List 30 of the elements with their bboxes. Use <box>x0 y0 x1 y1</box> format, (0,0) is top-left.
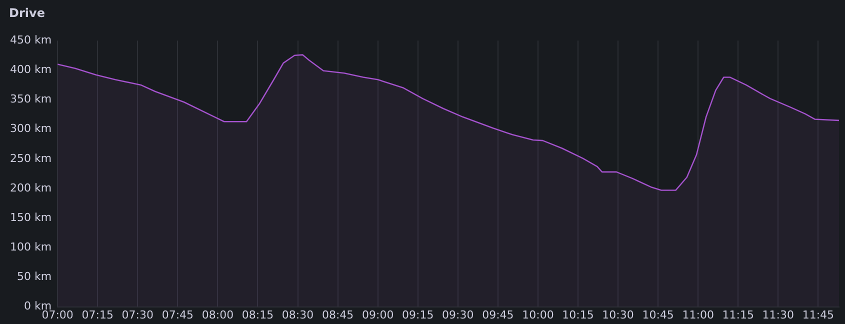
x-tick-label: 08:00 <box>202 308 234 322</box>
x-tick-label: 11:30 <box>762 308 794 322</box>
x-tick-label: 09:45 <box>482 308 514 322</box>
x-tick-label: 07:30 <box>122 308 154 322</box>
y-tick-label: 150 km <box>10 210 52 224</box>
x-tick-label: 08:30 <box>282 308 314 322</box>
x-tick-label: 09:00 <box>362 308 394 322</box>
x-tick-label: 11:45 <box>802 308 834 322</box>
x-tick-label: 07:00 <box>42 308 74 322</box>
y-tick-label: 450 km <box>10 33 52 46</box>
x-tick-label: 07:15 <box>82 308 114 322</box>
x-tick-label: 07:45 <box>162 308 194 322</box>
x-tick-label: 11:00 <box>682 308 714 322</box>
x-tick-label: 08:15 <box>242 308 274 322</box>
x-tick-label: 09:15 <box>402 308 434 322</box>
x-tick-label: 10:00 <box>522 308 554 322</box>
y-tick-label: 300 km <box>10 122 52 136</box>
y-tick-label: 350 km <box>10 92 52 106</box>
y-tick-label: 400 km <box>10 63 52 76</box>
y-tick-label: 250 km <box>10 152 52 165</box>
x-tick-label: 10:45 <box>642 308 674 322</box>
x-tick-label: 09:30 <box>442 308 474 322</box>
x-tick-label: 11:15 <box>722 308 754 322</box>
chart-title: Drive <box>8 5 46 22</box>
x-tick-label: 08:45 <box>322 308 354 322</box>
y-tick-label: 200 km <box>10 181 52 194</box>
x-tick-label: 10:30 <box>602 308 634 322</box>
y-tick-label: 100 km <box>10 240 52 254</box>
y-tick-label: 50 km <box>16 270 52 284</box>
x-tick-label: 10:15 <box>562 308 594 322</box>
